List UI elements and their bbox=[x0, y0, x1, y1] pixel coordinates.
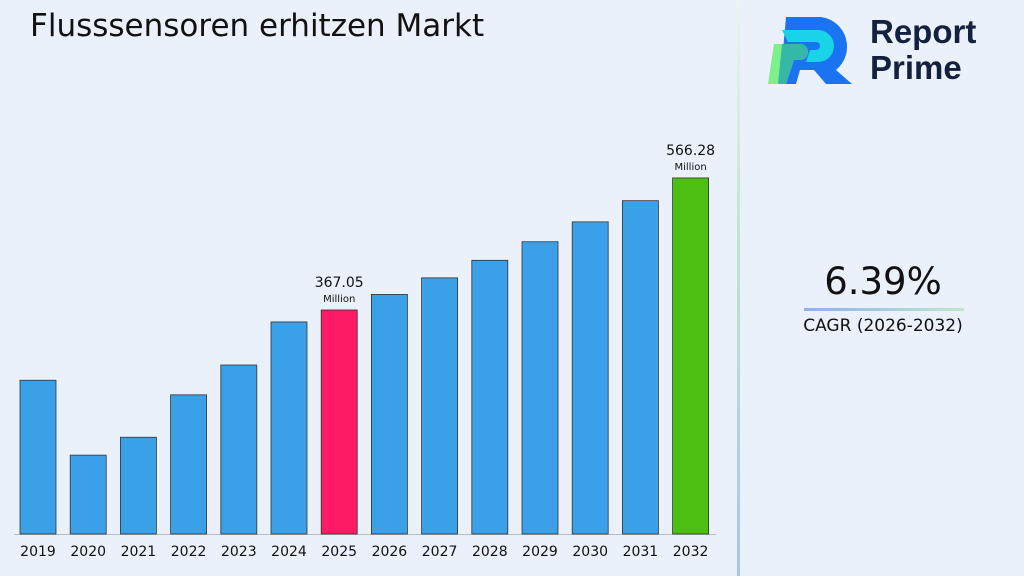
data-label-value: 566.28 bbox=[666, 143, 715, 159]
chart-title: Flusssensoren erhitzen Markt bbox=[30, 8, 485, 44]
data-label-unit: Million bbox=[674, 162, 706, 173]
x-tick-label: 2020 bbox=[70, 544, 106, 560]
bar-2021 bbox=[120, 436, 157, 535]
divider bbox=[737, 0, 740, 576]
brand-line1: Report bbox=[870, 13, 977, 50]
data-label-value: 367.05 bbox=[315, 275, 364, 291]
bar-2024 bbox=[270, 321, 308, 535]
cagr-value: 6.39% bbox=[824, 260, 942, 303]
x-tick-label: 2022 bbox=[171, 544, 207, 560]
x-tick-label: 2019 bbox=[20, 544, 56, 560]
x-tick-label: 2025 bbox=[321, 544, 357, 560]
bar-2025 bbox=[320, 309, 358, 535]
x-tick-label: 2024 bbox=[271, 544, 307, 560]
x-tick-label: 2027 bbox=[422, 544, 458, 560]
bar-2019 bbox=[19, 379, 57, 535]
x-tick-label: 2031 bbox=[623, 544, 659, 560]
x-tick-label: 2026 bbox=[372, 544, 408, 560]
bar-2030 bbox=[571, 221, 609, 535]
bar-2023 bbox=[220, 364, 258, 535]
x-tick-label: 2021 bbox=[121, 544, 157, 560]
bar-2028 bbox=[471, 259, 509, 535]
brand-name: Report Prime bbox=[870, 14, 976, 86]
brand-line2: Prime bbox=[870, 49, 962, 86]
data-label-unit: Million bbox=[323, 294, 355, 305]
report-prime-logo bbox=[768, 17, 852, 84]
x-tick-label: 2029 bbox=[522, 544, 558, 560]
bar-2031 bbox=[622, 200, 659, 535]
cagr-label: CAGR (2026-2032) bbox=[803, 316, 963, 336]
bar-2027 bbox=[421, 277, 459, 535]
x-tick-label: 2032 bbox=[673, 544, 709, 560]
x-tick-label: 2028 bbox=[472, 544, 508, 560]
bar-2026 bbox=[370, 294, 408, 535]
bar-2032 bbox=[672, 177, 709, 535]
bar-chart: 2019 2020 2021 2022 2023 2024 2025 2026 2027 2028… bbox=[14, 143, 716, 560]
bar-2020 bbox=[69, 454, 107, 535]
x-tick-label: 2030 bbox=[572, 544, 608, 560]
cagr-underline bbox=[804, 308, 964, 311]
bar-2022 bbox=[170, 394, 208, 535]
x-tick-label: 2023 bbox=[221, 544, 257, 560]
bar-2029 bbox=[521, 241, 559, 535]
